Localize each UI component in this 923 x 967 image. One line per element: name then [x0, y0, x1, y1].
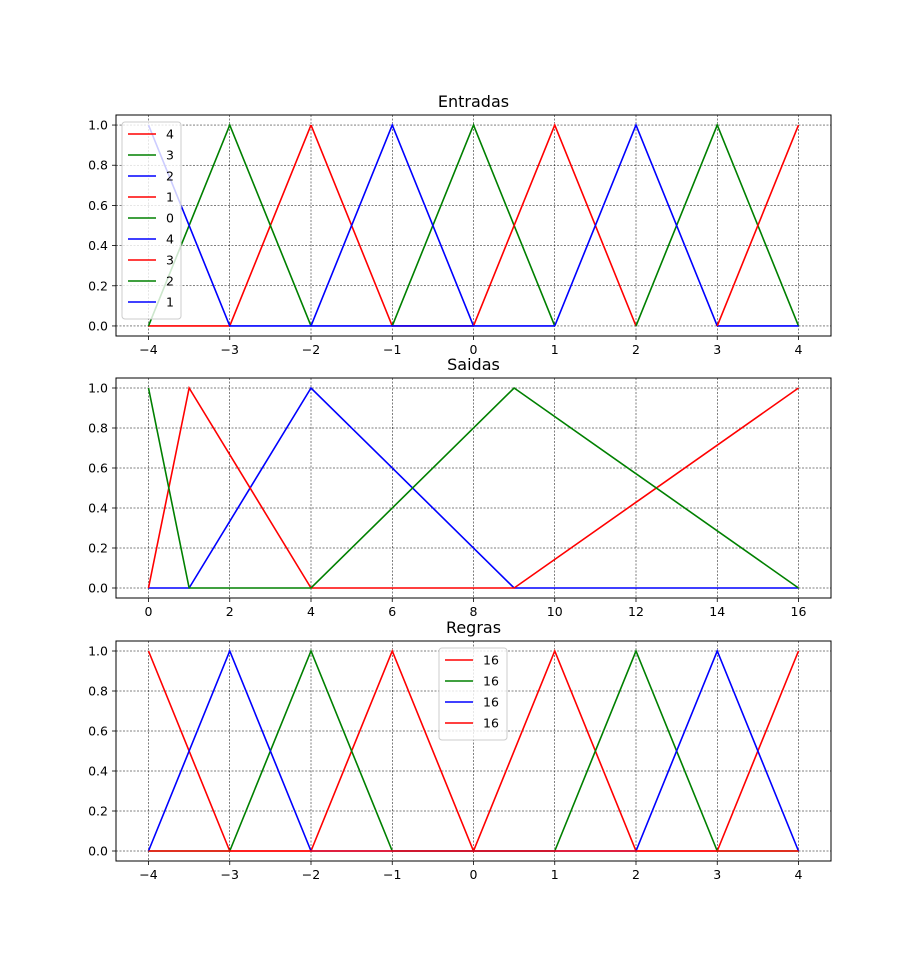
legend-label: 16: [483, 716, 499, 731]
legend-label: 3: [166, 253, 174, 268]
y-tick-label: 0.0: [88, 581, 108, 596]
y-tick-label: 0.8: [88, 158, 108, 173]
x-tick-label: 3: [713, 867, 721, 882]
y-tick-label: 0.0: [88, 844, 108, 859]
chart-title: Regras: [446, 618, 501, 637]
y-tick-label: 0.6: [88, 461, 108, 476]
legend-box: [121, 121, 182, 320]
y-tick-label: 0.8: [88, 421, 108, 436]
x-tick-label: 10: [547, 604, 563, 619]
x-tick-label: 2: [632, 867, 640, 882]
x-tick-label: 1: [551, 867, 559, 882]
legend: 4 3 2 1 0 4 3 2 1: [121, 121, 182, 320]
x-tick-label: −2: [302, 342, 320, 357]
y-tick-label: 1.0: [88, 381, 108, 396]
x-tick-label: 6: [388, 604, 396, 619]
series-line-11: [716, 124, 800, 327]
series-line-4: [391, 122, 556, 327]
x-tick-label: 1: [551, 342, 559, 357]
x-tick-label: −1: [383, 867, 401, 882]
x-tick-label: 8: [470, 604, 478, 619]
y-tick-label: 0.6: [88, 198, 108, 213]
x-tick-label: 0: [145, 604, 153, 619]
legend-box: [438, 647, 508, 741]
legend-label: 16: [483, 653, 499, 668]
y-tick-label: 0.4: [88, 238, 108, 253]
x-tick-label: 0: [470, 342, 478, 357]
legend-label: 1: [166, 190, 174, 205]
y-tick-label: 0.4: [88, 501, 108, 516]
x-tick-label: 3: [713, 342, 721, 357]
legend-label: 16: [483, 674, 499, 689]
x-tick-label: 4: [795, 342, 803, 357]
x-tick-label: 0: [470, 867, 478, 882]
x-tick-label: 4: [307, 604, 315, 619]
legend: 16 16 16 16: [438, 647, 508, 741]
legend-label: 4: [166, 232, 174, 247]
y-tick-label: 0.8: [88, 684, 108, 699]
series-line-7: [635, 122, 800, 327]
x-tick-label: −3: [221, 867, 239, 882]
series-line-5: [310, 122, 475, 327]
y-tick-label: 1.0: [88, 118, 108, 133]
series-line-2: [147, 386, 799, 589]
legend-label: 0: [166, 211, 174, 226]
chart-title: Entradas: [438, 92, 509, 111]
legend-label: 2: [166, 169, 174, 184]
saidas-subplot: 0 2 4 6 8 10 12 14 16 0.0 0.2 0.4 0.6 0.8 1.0 Saidas: [88, 355, 832, 619]
y-tick-label: 0.6: [88, 724, 108, 739]
chart-title: Saidas: [447, 355, 500, 374]
x-tick-label: −4: [139, 342, 157, 357]
legend-label: 2: [166, 274, 174, 289]
x-tick-label: −1: [383, 342, 401, 357]
entradas-subplot: −4 −3 −2 −1 0 1 2 3 4 0.0 0.2 0.4 0.6 0.8 1.0 Entradas 4…: [88, 92, 832, 357]
y-tick-label: 0.0: [88, 318, 108, 333]
x-tick-label: 2: [226, 604, 234, 619]
regras-subplot: −4 −3 −2 −1 0 1 2 3 40.00.20.40.60.81.0Regras161…: [88, 618, 832, 882]
x-tick-label: 12: [628, 604, 644, 619]
legend-label: 16: [483, 695, 499, 710]
y-tick-label: 0.4: [88, 764, 108, 779]
x-tick-label: −4: [139, 867, 157, 882]
series-line-6: [472, 122, 637, 327]
legend-label: 3: [166, 148, 174, 163]
y-tick-label: 0.2: [88, 541, 108, 556]
x-tick-label: −2: [302, 867, 320, 882]
x-tick-label: 16: [791, 604, 807, 619]
y-tick-label: 0.2: [88, 278, 108, 293]
x-tick-label: 4: [795, 867, 803, 882]
y-tick-label: 1.0: [88, 644, 108, 659]
series-line-8: [554, 122, 718, 327]
legend-label: 1: [166, 295, 174, 310]
y-tick-label: 0.2: [88, 804, 108, 819]
series-line-0: [148, 386, 799, 589]
x-tick-label: 2: [632, 342, 640, 357]
x-tick-label: 14: [709, 604, 725, 619]
x-tick-label: −3: [221, 342, 239, 357]
legend-label: 4: [166, 127, 174, 142]
